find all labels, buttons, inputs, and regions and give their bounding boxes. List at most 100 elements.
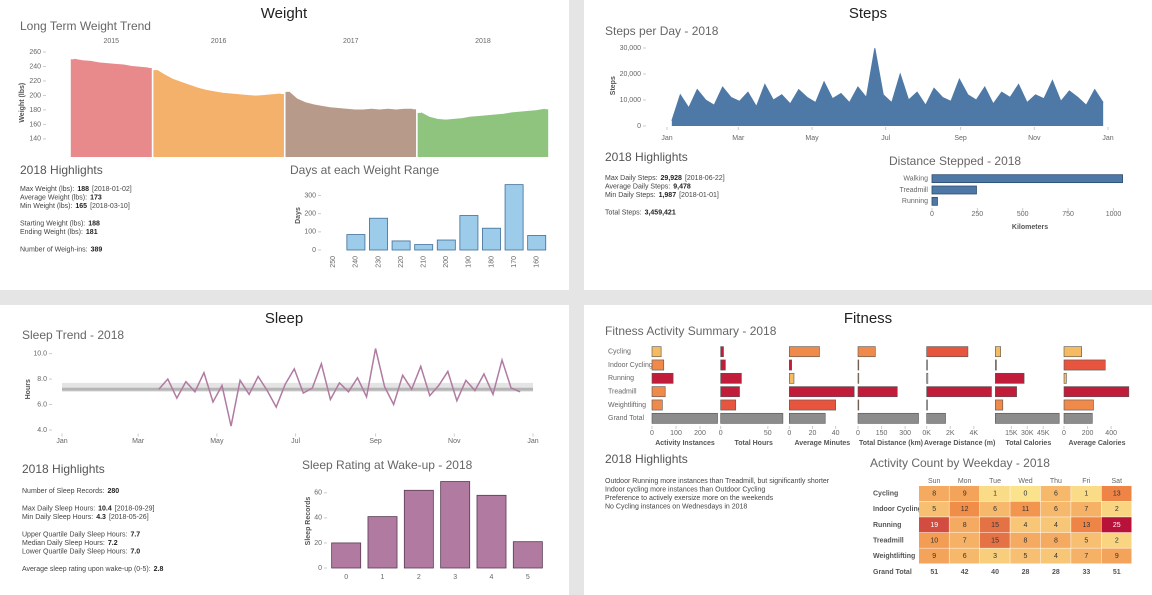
category-label: Weightlifting [608,402,646,409]
x-tick-label: 190 [466,256,473,268]
bar [482,227,501,251]
x-tick-label: Jan [527,438,538,445]
highlights-title: 2018 Highlights [20,163,103,177]
highlight-line: Min Daily Sleep Hours: 4.3 [2018-05-26] [22,514,149,521]
y-tick-label: 260 [29,49,41,56]
bar [651,359,665,371]
row-label: Running [873,522,901,529]
category-label: Cycling [608,349,631,356]
bar [440,481,471,569]
bar [1063,346,1082,358]
bar [995,412,1060,424]
category-label: Grand Total [608,415,645,422]
heat-cell [949,532,980,548]
highlight-label: Average sleep rating upon wake-up (0-5): [22,566,151,573]
cell-label: 5 [1084,537,1088,544]
highlight-label: Median Daily Sleep Hours: [22,540,105,547]
column-header: 2015 [104,38,120,45]
bar [926,412,946,424]
x-tick-label: Jul [291,438,300,445]
bar [651,372,674,384]
column-header: Thu [1050,478,1062,485]
total-value: 51 [1113,569,1121,576]
highlight-label: Min Weight (lbs): [20,203,72,210]
area-fill [153,70,284,157]
cell-label: 6 [963,553,967,560]
x-tick-label: 0 [1062,430,1066,437]
cell-label: 9 [932,553,936,560]
highlight-label: Lower Quartile Daily Sleep Hours: [22,548,127,555]
chart-title: Days at each Weight Range [290,163,440,177]
highlight-value: 10.4 [98,505,112,512]
panel-title: Weight [261,5,308,22]
x-tick-label: 250 [330,256,337,268]
bar [926,359,928,371]
bar [926,399,928,411]
bar [857,372,860,384]
category-label: Running [608,375,634,382]
heat-cell [1010,486,1041,502]
column-header: Fri [1082,478,1091,485]
x-tick-label: 0 [856,430,860,437]
x-tick-label: Jul [881,135,890,142]
y-tick-label: 60 [314,490,322,497]
category-label: Walking [903,176,928,183]
bar [391,240,411,251]
heat-cell [1101,486,1132,502]
heat-cell [1071,517,1102,533]
bar [403,489,434,569]
highlight-value: 1,987 [659,192,677,199]
bar [527,235,547,251]
panel-title: Steps [849,5,887,22]
highlight-line: Starting Weight (lbs): 188 [20,220,100,227]
highlight-line: Outdoor Running more instances than Trea… [605,478,830,485]
cell-label: 13 [1082,522,1090,529]
cell-label: 6 [1054,506,1058,513]
x-tick-label: 0 [787,430,791,437]
x-tick-label: 250 [972,211,984,218]
x-tick-label: 1000 [1106,211,1122,218]
highlight-line: Min Weight (lbs): 165 [2018-03-10] [20,203,130,210]
heat-cell [1071,486,1102,502]
bar [857,359,860,371]
cell-label: 15 [991,537,999,544]
bar [857,399,860,411]
x-tick-label: 0 [344,574,348,581]
highlight-label: Indoor cycling more instances than Outdo… [605,486,765,493]
heat-cell [1071,548,1102,564]
y-tick-label: 4.0 [37,427,47,434]
heat-cell [919,548,949,564]
heat-cell [919,517,949,533]
highlight-value: 29,928 [661,175,683,182]
total-value: 40 [991,569,999,576]
cell-label: 6 [1054,491,1058,498]
category-label: Treadmill [899,187,928,194]
heat-cell [1010,532,1041,548]
heat-cell [1101,548,1132,564]
column-header: 2018 [475,38,491,45]
x-tick-label: 1 [381,574,385,581]
highlight-value: 188 [77,186,89,193]
panel-title: Sleep [265,310,303,327]
bar [651,399,663,411]
row-label: Treadmill [873,537,904,544]
bar [651,346,662,358]
bar [720,346,724,358]
x-tick-label: 0 [930,211,934,218]
highlight-date: [2018-01-01] [679,192,719,199]
x-tick-label: 40 [832,430,840,437]
column-header: Tue [989,478,1001,485]
x-tick-label: 180 [488,256,495,268]
bar [789,399,836,411]
row-label: Cycling [873,491,898,498]
x-tick-label: 170 [511,256,518,268]
total-value: 33 [1082,569,1090,576]
chart-title: Fitness Activity Summary - 2018 [605,324,777,338]
highlight-date: [2018-05-26] [109,514,149,521]
column-header: Sat [1112,478,1123,485]
highlight-label: Number of Weigh-ins: [20,246,88,253]
bar [720,359,726,371]
chart-title: Sleep Trend - 2018 [22,328,124,342]
cell-label: 1 [993,491,997,498]
